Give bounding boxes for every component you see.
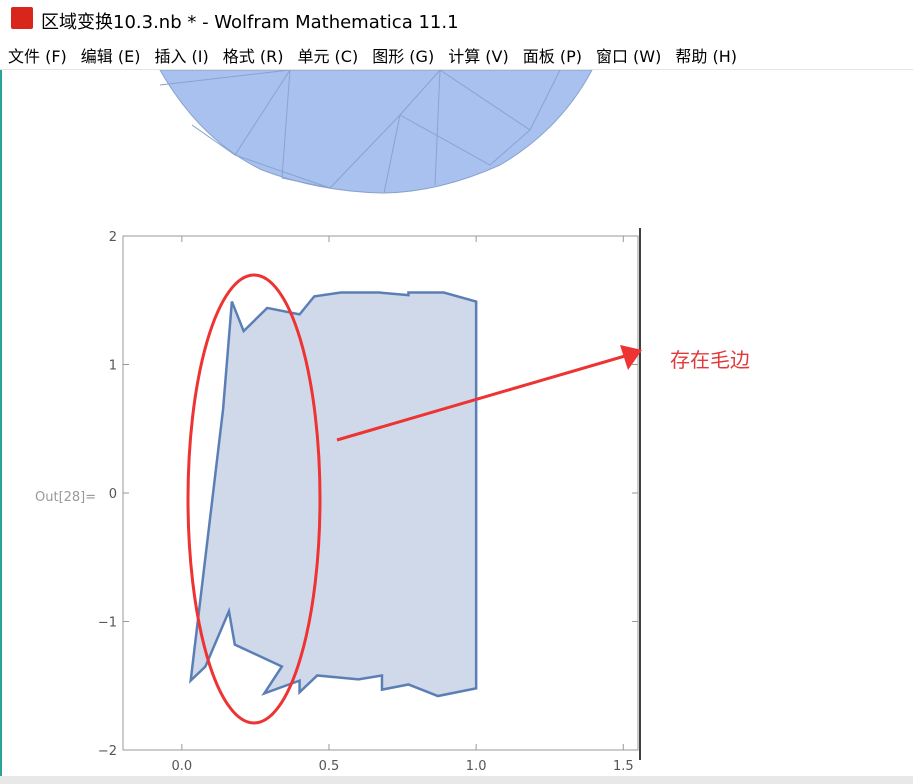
mesh-graphic — [159, 70, 593, 194]
region-polygon — [189, 291, 478, 698]
mesh-disk — [159, 70, 593, 194]
window-title: 区域变换10.3.nb * - Wolfram Mathematica 11.1 — [41, 12, 459, 33]
y-tick-label: 2 — [109, 230, 117, 245]
annotation-text: 存在毛边 — [670, 348, 750, 372]
menu-item[interactable]: 计算 (V) — [448, 46, 509, 66]
x-tick-label: 1.5 — [613, 759, 634, 774]
y-tick-label: 0 — [109, 487, 117, 502]
y-tick-label: −2 — [98, 744, 117, 759]
x-tick-label: 0.5 — [319, 759, 340, 774]
y-tick-label: −1 — [98, 616, 117, 631]
plot: 0.0 0.5 1.0 1.5 −2 −1 0 1 2 — [98, 230, 638, 774]
menu-item[interactable]: 单元 (C) — [297, 46, 359, 66]
menu-item[interactable]: 文件 (F) — [8, 46, 67, 66]
menu-item[interactable]: 面板 (P) — [522, 46, 582, 66]
cell-bracket-edge — [0, 70, 2, 784]
menu-item[interactable]: 格式 (R) — [222, 46, 284, 66]
x-tick-label: 1.0 — [466, 759, 487, 774]
highlight-ellipse — [186, 273, 322, 725]
menu-item[interactable]: 图形 (G) — [372, 46, 435, 66]
out-label: Out[28]= — [35, 490, 96, 505]
menu-item[interactable]: 窗口 (W) — [595, 46, 662, 66]
title-bar: 区域变换10.3.nb * - Wolfram Mathematica 11.1 — [0, 0, 913, 38]
menu-item[interactable]: 编辑 (E) — [80, 46, 141, 66]
menu-bar: 文件 (F) 编辑 (E) 插入 (I) 格式 (R) 单元 (C) 图形 (G) 计算 (… — [0, 40, 913, 70]
status-bar — [0, 776, 913, 784]
menu-item[interactable]: 插入 (I) — [154, 46, 209, 66]
menu-item[interactable]: 帮助 (H) — [675, 46, 737, 66]
arrow-shaft — [336, 354, 626, 442]
x-tick-label: 0.0 — [172, 759, 193, 774]
y-tick-label: 1 — [109, 359, 117, 374]
arrow-head — [620, 345, 642, 370]
mesh-edges — [159, 70, 561, 194]
app-icon — [11, 7, 33, 29]
notebook: Out[28]= 0.0 0.5 1.0 1.5 −2 −1 0 1 2 存在毛边 — [35, 70, 750, 774]
